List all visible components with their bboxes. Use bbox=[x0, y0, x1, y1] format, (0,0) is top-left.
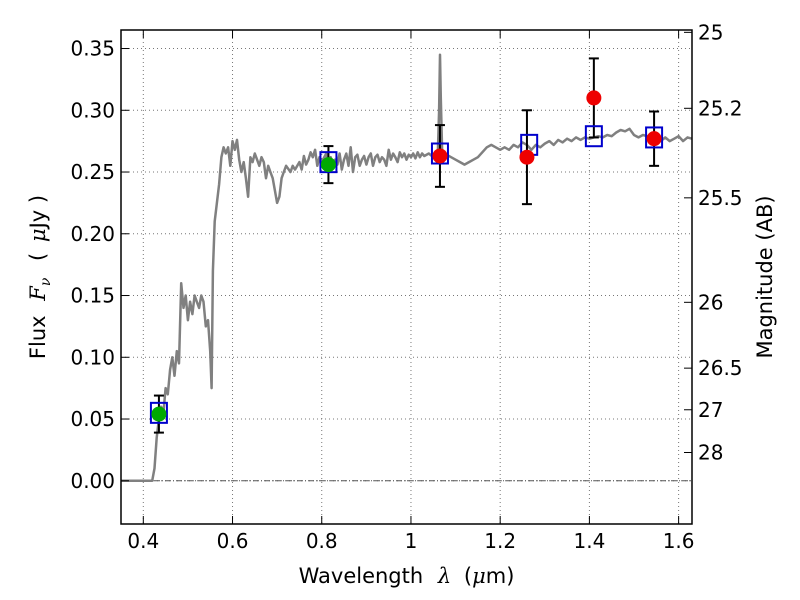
x-tick-label: 0.8 bbox=[306, 529, 338, 553]
model-photometry-square bbox=[430, 142, 449, 165]
x-tick-label: 1.4 bbox=[573, 529, 605, 553]
y-tick-label: 0.00 bbox=[70, 469, 115, 493]
x-tick-label: 0.6 bbox=[217, 529, 249, 553]
x-tick-label: 0.4 bbox=[127, 529, 159, 553]
x-axis-label-text: Wavelength bbox=[299, 564, 424, 588]
y2-axis-label: Magnitude (AB) bbox=[753, 195, 777, 358]
y-axis-label: Flux Fν ( μJy ) bbox=[26, 195, 55, 359]
observed-optical-point bbox=[151, 406, 167, 422]
y-tick-labels: 0.00 0.05 0.10 0.15 0.20 0.25 0.30 0.35 bbox=[70, 37, 115, 493]
observed-nearir-point bbox=[586, 90, 602, 106]
axis-ticks bbox=[121, 30, 692, 524]
x-axis-unit-rest: m) bbox=[486, 564, 515, 588]
model-spectrum-line bbox=[121, 53, 693, 483]
y-tick-label: 0.15 bbox=[70, 284, 115, 308]
y2-tick-label: 26 bbox=[698, 290, 723, 314]
y2-tick-label: 25.5 bbox=[698, 186, 743, 210]
y-axis-unit-rest: Jy ) bbox=[26, 195, 50, 231]
grid bbox=[121, 30, 692, 524]
model-photometry-square bbox=[584, 125, 603, 148]
model-photometry-square bbox=[645, 126, 664, 149]
model-photometry-squares bbox=[149, 125, 664, 424]
y-tick-label: 0.05 bbox=[70, 407, 115, 431]
y2-tick-label: 25.2 bbox=[698, 96, 743, 120]
model-photometry-square bbox=[319, 151, 338, 174]
y-tick-label: 0.20 bbox=[70, 222, 115, 246]
observed-optical-point bbox=[320, 157, 336, 173]
x-tick-label: 1.6 bbox=[663, 529, 695, 553]
y2-tick-labels: 25 25.2 25.5 26 26.5 27 28 bbox=[698, 20, 743, 464]
errorbars bbox=[153, 57, 660, 434]
y-axis-symbol: F bbox=[26, 285, 50, 302]
y2-tick-label: 28 bbox=[698, 440, 723, 464]
y-tick-label: 0.10 bbox=[70, 345, 115, 369]
y-tick-label: 0.25 bbox=[70, 160, 115, 184]
observed-photometry-points bbox=[151, 90, 662, 422]
observed-nearir-point bbox=[432, 148, 448, 164]
x-axis-symbol: λ bbox=[437, 564, 451, 588]
x-axis-unit-mu: μ bbox=[472, 564, 486, 588]
x-tick-labels: 0.4 0.6 0.8 1 1.2 1.4 1.6 bbox=[127, 529, 694, 553]
y2-tick-label: 26.5 bbox=[698, 356, 743, 380]
y-axis-label-text: Flux bbox=[26, 315, 50, 359]
y-tick-label: 0.35 bbox=[70, 37, 115, 61]
y-axis-unit-mu: μ bbox=[26, 228, 50, 242]
x-tick-label: 1.2 bbox=[484, 529, 516, 553]
y-axis-unit-open: ( bbox=[26, 253, 50, 261]
x-axis-unit-open: ( bbox=[464, 564, 472, 588]
observed-nearir-point bbox=[646, 131, 662, 147]
y2-tick-label: 25 bbox=[698, 20, 723, 44]
y-tick-label: 0.30 bbox=[70, 98, 115, 122]
y-axis-subscript: ν bbox=[38, 277, 54, 286]
x-tick-label: 1 bbox=[405, 529, 418, 553]
y2-tick-label: 27 bbox=[698, 398, 723, 422]
model-photometry-square bbox=[149, 401, 168, 424]
plot-frame bbox=[120, 29, 693, 525]
x-axis-label: Wavelength λ (μm) bbox=[299, 564, 515, 588]
observed-nearir-point bbox=[519, 149, 535, 165]
